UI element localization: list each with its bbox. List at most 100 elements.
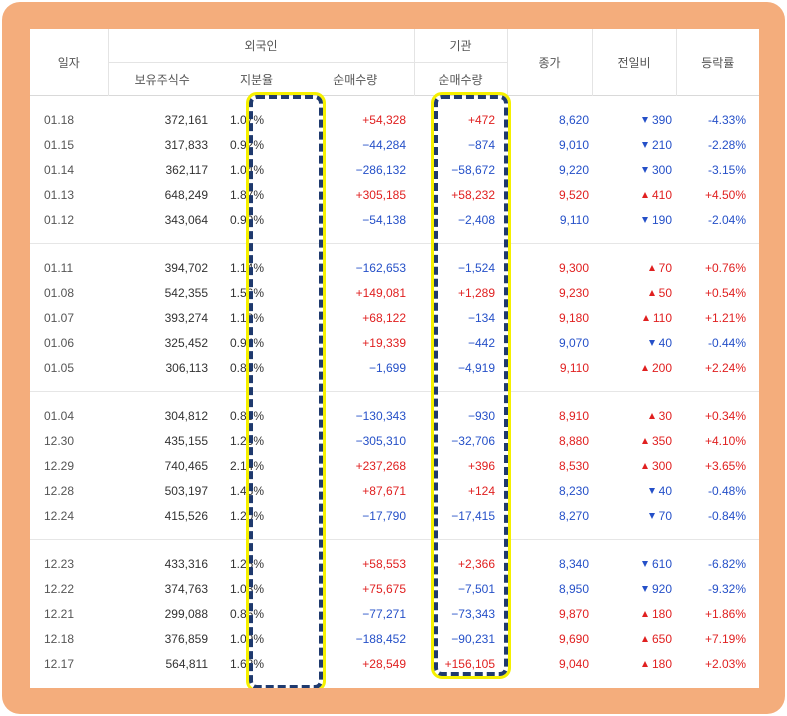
- cell-change: 200: [592, 355, 676, 392]
- cell-change: 30: [592, 392, 676, 429]
- table-row: 01.12 343,064 0.99% −54,138 −2,408 9,110 190 -2…: [30, 207, 759, 244]
- cell-share: 1.25%: [230, 556, 265, 571]
- triangle-up-icon: [642, 314, 649, 321]
- cell-change: 50: [592, 280, 676, 305]
- cell-change: 110: [592, 305, 676, 330]
- cell-change: 410: [592, 182, 676, 207]
- cell-rate: +2.24%: [704, 360, 746, 375]
- triangle-up-icon: [641, 635, 648, 642]
- change-value: 190: [651, 212, 672, 227]
- change-value: 50: [658, 285, 672, 300]
- header-change: 전일비: [591, 29, 676, 96]
- cell-change: 180: [592, 601, 676, 626]
- cell-rate: -3.15%: [707, 162, 746, 177]
- cell-inst-net: +156,105: [444, 656, 495, 671]
- cell-holdings: 343,064: [164, 212, 208, 227]
- cell-foreign-net: −130,343: [355, 408, 406, 423]
- change-value: 30: [658, 408, 672, 423]
- header-close: 종가: [506, 29, 592, 96]
- cell-change: 300: [592, 453, 676, 478]
- cell-date: 01.08: [44, 285, 75, 300]
- table-row: 12.28 503,197 1.45% +87,671 +124 8,230 40 -0.48…: [30, 478, 759, 503]
- cell-share: 1.87%: [230, 187, 265, 202]
- cell-inst-net: −442: [467, 335, 495, 350]
- cell-rate: +1.86%: [704, 606, 746, 621]
- cell-rate: -2.28%: [707, 137, 746, 152]
- cell-holdings: 362,117: [165, 162, 209, 177]
- cell-foreign-net: −305,310: [355, 433, 406, 448]
- cell-change: 390: [592, 96, 676, 133]
- cell-share: 0.92%: [230, 137, 265, 152]
- table-row: 12.18 376,859 1.09% −188,452 −90,231 9,690 650…: [30, 626, 759, 651]
- cell-foreign-net: +87,671: [362, 483, 406, 498]
- cell-share: 0.99%: [230, 212, 265, 227]
- cell-inst-net: −1,524: [457, 260, 495, 275]
- change-value: 390: [651, 112, 672, 127]
- cell-close: 9,040: [558, 656, 589, 671]
- triangle-down-icon: [648, 487, 655, 494]
- cell-change: 190: [592, 207, 676, 244]
- change-value: 180: [651, 606, 672, 621]
- cell-date: 01.12: [44, 212, 75, 227]
- cell-date: 01.13: [44, 187, 75, 202]
- table-row: 01.14 362,117 1.04% −286,132 −58,672 9,220 300…: [30, 157, 759, 182]
- header-holdings: 보유주식수: [107, 62, 216, 96]
- cell-inst-net: +58,232: [451, 187, 495, 202]
- cell-change: 210: [592, 132, 676, 157]
- cell-date: 12.23: [44, 556, 75, 571]
- cell-foreign-net: +305,185: [355, 187, 406, 202]
- table-row: 01.04 304,812 0.88% −130,343 −930 8,910 30 +0.3…: [30, 392, 759, 429]
- cell-share: 1.13%: [230, 310, 265, 325]
- table-header: 일자 외국인 기관 종가 전일비 등락률 보유주식수 지분율 순매수량 순매수량: [30, 29, 759, 96]
- cell-inst-net: −73,343: [451, 606, 495, 621]
- cell-share: 1.45%: [230, 483, 265, 498]
- change-value: 410: [651, 187, 672, 202]
- triangle-down-icon: [641, 216, 648, 223]
- cell-holdings: 648,249: [164, 187, 208, 202]
- cell-foreign-net: +237,268: [355, 458, 406, 473]
- header-foreign-net: 순매수량: [333, 72, 378, 87]
- header-share: 지분율: [239, 72, 274, 87]
- triangle-down-icon: [641, 141, 648, 148]
- cell-holdings: 433,316: [164, 556, 208, 571]
- table-row: 01.06 325,452 0.94% +19,339 −442 9,070 40 -0.44…: [30, 330, 759, 355]
- cell-close: 8,340: [558, 556, 589, 571]
- cell-change: 920: [592, 576, 676, 601]
- change-value: 300: [651, 162, 672, 177]
- cell-date: 01.07: [44, 310, 75, 325]
- cell-close: 9,870: [558, 606, 589, 621]
- change-value: 350: [651, 433, 672, 448]
- cell-holdings: 304,812: [164, 408, 208, 423]
- change-value: 300: [651, 458, 672, 473]
- cell-rate: +0.34%: [704, 408, 746, 423]
- cell-inst-net: −7,501: [457, 581, 495, 596]
- cell-close: 9,230: [558, 285, 589, 300]
- cell-foreign-net: +19,339: [362, 335, 406, 350]
- table-row: 01.05 306,113 0.88% −1,699 −4,919 9,110 200 +2.…: [30, 355, 759, 392]
- cell-holdings: 374,763: [164, 581, 208, 596]
- cell-close: 8,910: [558, 408, 589, 423]
- cell-close: 9,220: [558, 162, 589, 177]
- cell-inst-net: +2,366: [457, 556, 495, 571]
- triangle-down-icon: [648, 512, 655, 519]
- cell-holdings: 503,197: [164, 483, 208, 498]
- cell-close: 9,010: [558, 137, 589, 152]
- cell-change: 350: [592, 428, 676, 453]
- cell-rate: -0.48%: [707, 483, 746, 498]
- cell-holdings: 325,452: [164, 335, 208, 350]
- table-row: 01.11 394,702 1.14% −162,653 −1,524 9,300 70 +0…: [30, 244, 759, 281]
- cell-inst-net: +472: [467, 112, 495, 127]
- cell-share: 1.20%: [230, 508, 265, 523]
- header-institution: 기관: [413, 29, 507, 63]
- triangle-down-icon: [641, 116, 648, 123]
- cell-holdings: 299,088: [164, 606, 208, 621]
- cell-close: 8,270: [558, 508, 589, 523]
- cell-rate: -2.04%: [707, 212, 746, 227]
- cell-inst-net: +396: [467, 458, 495, 473]
- cell-date: 12.22: [44, 581, 75, 596]
- cell-holdings: 393,274: [164, 310, 208, 325]
- cell-foreign-net: −162,653: [355, 260, 406, 275]
- cell-rate: +3.65%: [704, 458, 746, 473]
- cell-foreign-net: −188,452: [355, 631, 406, 646]
- table-row: 12.22 374,763 1.08% +75,675 −7,501 8,950 920 -9…: [30, 576, 759, 601]
